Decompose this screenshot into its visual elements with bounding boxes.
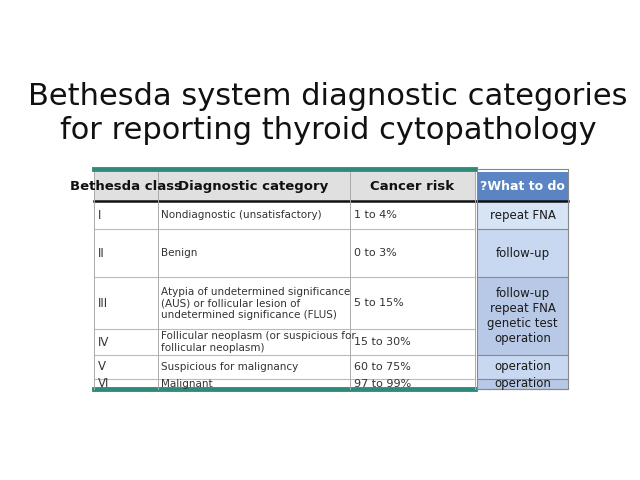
FancyBboxPatch shape [477,171,568,201]
Text: III: III [98,297,108,310]
FancyBboxPatch shape [477,379,568,389]
FancyBboxPatch shape [94,355,476,379]
Text: follow-up: follow-up [495,247,550,260]
FancyBboxPatch shape [477,277,568,355]
FancyBboxPatch shape [94,277,476,329]
Text: Bethesda class: Bethesda class [70,180,182,192]
FancyBboxPatch shape [94,229,476,277]
FancyBboxPatch shape [94,379,476,389]
Text: 97 to 99%: 97 to 99% [353,379,411,389]
Text: Bethesda system diagnostic categories
for reporting thyroid cytopathology: Bethesda system diagnostic categories fo… [28,82,628,145]
Text: VI: VI [98,377,109,390]
Text: Atypia of undetermined significance
(AUS) or follicular lesion of
undetermined s: Atypia of undetermined significance (AUS… [161,287,351,320]
Text: Cancer risk: Cancer risk [371,180,454,192]
Text: 5 to 15%: 5 to 15% [353,298,403,308]
Text: V: V [98,360,106,373]
Text: operation: operation [494,377,551,390]
Text: Malignant: Malignant [161,379,213,389]
Text: ?What to do: ?What to do [480,180,565,192]
Text: Benign: Benign [161,248,198,258]
Text: Follicular neoplasm (or suspicious for
follicular neoplasm): Follicular neoplasm (or suspicious for f… [161,331,356,353]
Text: operation: operation [494,360,551,373]
FancyBboxPatch shape [94,201,476,229]
Text: Diagnostic category: Diagnostic category [179,180,329,192]
FancyBboxPatch shape [477,201,568,229]
Text: Nondiagnostic (unsatisfactory): Nondiagnostic (unsatisfactory) [161,210,322,220]
Text: follow-up
repeat FNA
genetic test
operation: follow-up repeat FNA genetic test operat… [487,287,558,345]
Text: 15 to 30%: 15 to 30% [353,337,410,347]
Text: 1 to 4%: 1 to 4% [353,210,396,220]
Text: Suspicious for malignancy: Suspicious for malignancy [161,362,299,372]
FancyBboxPatch shape [94,329,476,355]
Text: IV: IV [98,336,109,348]
Text: I: I [98,209,101,222]
FancyBboxPatch shape [94,171,476,201]
Text: 0 to 3%: 0 to 3% [353,248,396,258]
FancyBboxPatch shape [477,229,568,277]
Text: repeat FNA: repeat FNA [490,209,556,222]
Text: II: II [98,247,104,260]
FancyBboxPatch shape [477,355,568,379]
Text: 60 to 75%: 60 to 75% [353,362,410,372]
